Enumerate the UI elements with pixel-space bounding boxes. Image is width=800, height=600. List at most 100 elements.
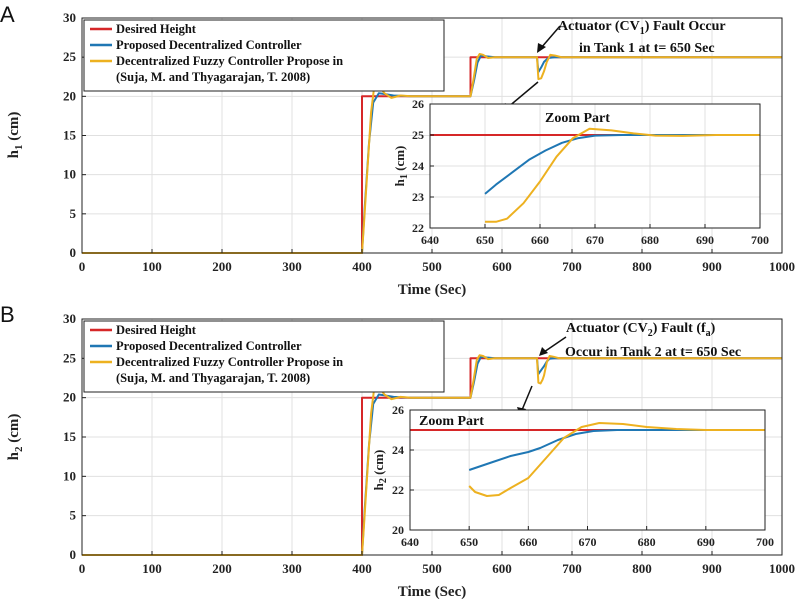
fault-annotation-line2: Occur in Tank 2 at t= 650 Sec xyxy=(565,345,741,360)
x-axis-label: Time (Sec) xyxy=(398,584,466,600)
legend-entry-fuzzy-cont: (Suja, M. and Thyagarajan, T. 2008) xyxy=(116,371,310,385)
x-tick-label: 600 xyxy=(492,259,512,274)
x-tick-label: 600 xyxy=(492,561,512,576)
panel-label: B xyxy=(0,302,15,327)
y-tick-label: 15 xyxy=(63,429,77,444)
fault-annotation-line1: Actuator (CV1) Fault Occur xyxy=(558,19,726,37)
inset-title: Zoom Part xyxy=(419,414,484,429)
x-tick-label: 900 xyxy=(702,259,722,274)
proposed-controller-line xyxy=(468,429,765,471)
y-tick-label: 30 xyxy=(63,10,76,25)
inset-axis-ticks: 640 650 660 670 680 690 700 20 22 24 26 xyxy=(392,403,774,549)
axis-ticks: 0 100 200 300 400 500 600 700 800 900 1000 0 5 10 15 20… xyxy=(63,311,795,576)
x-tick-label: 660 xyxy=(531,233,549,247)
y-tick-label: 24 xyxy=(392,443,404,457)
x-tick-label: 1000 xyxy=(769,561,795,576)
fuzzy-controller-line xyxy=(468,422,765,497)
x-tick-label: 650 xyxy=(476,233,494,247)
fault-annotation-line1: Actuator (CV2) Fault (fa) xyxy=(566,321,716,339)
x-tick-label: 0 xyxy=(79,259,86,274)
y-tick-label: 0 xyxy=(70,547,77,562)
y-tick-label: 20 xyxy=(392,523,404,537)
legend-entry-fuzzy: Decentralized Fuzzy Controller Propose i… xyxy=(116,54,343,68)
x-tick-label: 200 xyxy=(212,259,232,274)
legend-entry-desired: Desired Height xyxy=(116,323,197,337)
y-tick-label: 20 xyxy=(63,390,76,405)
x-tick-label: 690 xyxy=(697,535,715,549)
y-tick-label: 26 xyxy=(392,403,404,417)
inset-plot-lines xyxy=(430,127,760,223)
y-tick-label: 25 xyxy=(63,49,77,64)
x-tick-label: 670 xyxy=(579,535,597,549)
x-tick-label: 0 xyxy=(79,561,86,576)
annotation-arrow-2 xyxy=(521,385,533,411)
legend-entry-fuzzy: Decentralized Fuzzy Controller Propose i… xyxy=(116,355,343,369)
y-tick-label: 22 xyxy=(392,483,404,497)
inset-plot-lines xyxy=(410,422,765,497)
x-tick-label: 700 xyxy=(562,259,582,274)
x-tick-label: 400 xyxy=(352,259,372,274)
inset-axis-ticks: 640 650 660 670 680 690 700 22 23 24 25 26 xyxy=(412,97,769,247)
y-tick-label: 25 xyxy=(412,128,424,142)
x-tick-label: 300 xyxy=(282,259,302,274)
x-tick-label: 660 xyxy=(519,535,537,549)
y-tick-label: 5 xyxy=(70,206,77,221)
fuzzy-controller-line xyxy=(82,354,782,556)
x-tick-label: 680 xyxy=(641,233,659,247)
annotation-arrow-1 xyxy=(543,336,567,353)
annotation-arrowhead-1 xyxy=(537,43,546,53)
x-tick-label: 300 xyxy=(282,561,302,576)
legend-entry-proposed: Proposed Decentralized Controller xyxy=(116,339,302,353)
x-tick-label: 690 xyxy=(696,233,714,247)
x-tick-label: 800 xyxy=(632,259,652,274)
fault-annotation-line2: in Tank 1 at t= 650 Sec xyxy=(579,41,715,56)
inset-y-axis-label: h2 (cm) xyxy=(371,450,389,491)
legend-box xyxy=(83,320,445,393)
x-tick-label: 640 xyxy=(401,535,419,549)
x-tick-label: 500 xyxy=(422,561,442,576)
x-tick-label: 680 xyxy=(638,535,656,549)
y-tick-label: 25 xyxy=(63,350,77,365)
y-tick-label: 20 xyxy=(63,88,76,103)
y-tick-label: 10 xyxy=(63,167,76,182)
inset-title: Zoom Part xyxy=(545,111,610,126)
y-tick-label: 10 xyxy=(63,468,76,483)
x-tick-label: 700 xyxy=(756,535,774,549)
y-tick-label: 22 xyxy=(412,221,424,235)
y-tick-label: 5 xyxy=(70,508,77,523)
x-tick-label: 700 xyxy=(751,233,769,247)
y-axis-label: h2 (cm) xyxy=(6,414,25,461)
x-tick-label: 100 xyxy=(142,259,162,274)
legend-box xyxy=(83,19,445,92)
x-axis-label: Time (Sec) xyxy=(398,282,466,298)
x-tick-label: 640 xyxy=(421,233,439,247)
fuzzy-controller-line xyxy=(485,127,760,223)
x-tick-label: 200 xyxy=(212,561,232,576)
x-tick-label: 400 xyxy=(352,561,372,576)
axis-ticks: 0 100 200 300 400 500 600 700 800 900 1000 0 5 10 15 20… xyxy=(63,10,795,274)
y-tick-label: 30 xyxy=(63,311,76,326)
x-tick-label: 500 xyxy=(422,259,442,274)
y-axis-label: h1 (cm) xyxy=(6,112,25,159)
annotation-arrowhead-1 xyxy=(539,347,548,356)
x-tick-label: 800 xyxy=(632,561,652,576)
y-tick-label: 24 xyxy=(412,159,424,173)
x-tick-label: 650 xyxy=(460,535,478,549)
annotation-arrow-1 xyxy=(540,25,561,49)
legend-entry-desired: Desired Height xyxy=(116,22,197,36)
panel-label: A xyxy=(0,2,15,27)
legend: Desired Height Proposed Decentralized Co… xyxy=(83,320,445,393)
y-tick-label: 26 xyxy=(412,97,424,111)
legend: Desired Height Proposed Decentralized Co… xyxy=(83,19,445,92)
x-tick-label: 670 xyxy=(586,233,604,247)
panel-a: A 0 100 200 300 400 500 600 700 800 900 1000 0 5 10 15… xyxy=(0,2,795,298)
x-tick-label: 100 xyxy=(142,561,162,576)
y-tick-label: 15 xyxy=(63,128,77,143)
fuzzy-controller-line xyxy=(82,53,782,254)
x-tick-label: 700 xyxy=(562,561,582,576)
panel-b: B 0 100 200 300 400 500 600 700 800 900 1000 0 5 10 15… xyxy=(0,302,795,600)
x-tick-label: 900 xyxy=(702,561,722,576)
legend-entry-proposed: Proposed Decentralized Controller xyxy=(116,38,302,52)
y-tick-label: 0 xyxy=(70,245,77,260)
